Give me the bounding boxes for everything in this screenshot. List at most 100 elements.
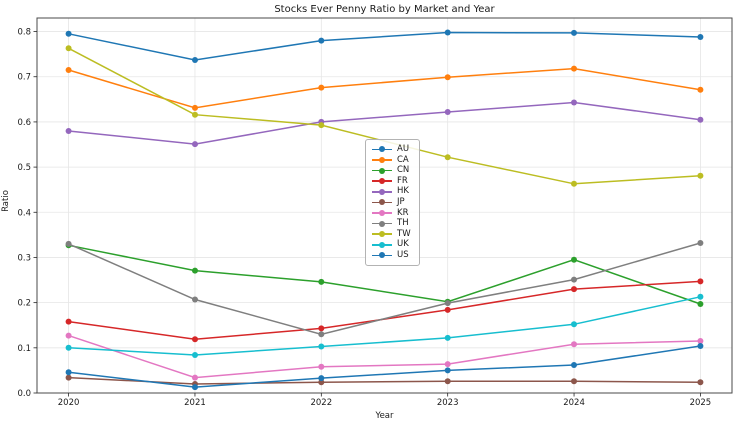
point-CA-2022	[318, 84, 325, 91]
plot-border	[36, 17, 733, 394]
y-tick-label: 0.1	[17, 344, 31, 354]
point-CA-2021	[192, 104, 198, 111]
point-CN-2022	[318, 278, 325, 285]
line-AU	[68, 31, 701, 61]
legend-label-CA: CA	[397, 154, 409, 165]
legend: AU CA CN FR HK JP KR TH TW UK US	[365, 139, 420, 266]
legend-marker-JP	[372, 197, 392, 207]
legend-label-AU: AU	[397, 144, 410, 154]
line-UK	[68, 296, 701, 356]
x-tick-label: 2022	[310, 398, 332, 408]
point-KR-2025	[697, 338, 704, 344]
legend-marker-US	[372, 250, 392, 260]
point-JP-2024	[571, 378, 577, 385]
legend-item-US: US	[372, 250, 411, 261]
x-tick-label: 2020	[58, 398, 80, 408]
legend-marker-HK	[372, 187, 392, 197]
x-tick-label: 2024	[563, 398, 585, 408]
y-tick-label: 0.6	[17, 118, 31, 128]
legend-marker-CN	[372, 165, 392, 175]
line-US	[68, 345, 701, 388]
point-TH-2024	[571, 276, 577, 283]
point-TH-2022	[318, 331, 325, 338]
point-FR-2022	[318, 325, 325, 332]
point-TW-2022	[318, 122, 325, 129]
point-TW-2024	[571, 180, 577, 187]
point-TW-2020	[65, 45, 72, 52]
legend-label-HK: HK	[397, 186, 409, 197]
legend-item-JP: JP	[372, 197, 411, 208]
line-KR	[68, 334, 701, 379]
point-TH-2021	[192, 296, 198, 303]
point-CN-2021	[192, 267, 198, 274]
legend-marker-KR	[372, 208, 392, 218]
point-TH-2025	[697, 240, 704, 246]
y-tick-label: 0.3	[17, 253, 31, 263]
legend-label-CN: CN	[397, 165, 410, 176]
legend-marker-AU	[372, 144, 392, 154]
legend-marker-TH	[372, 218, 392, 228]
legend-item-FR: FR	[372, 176, 411, 187]
line-JP	[68, 376, 701, 385]
point-KR-2022	[318, 363, 325, 370]
legend-item-CN: CN	[372, 165, 411, 176]
point-HK-2021	[192, 141, 198, 148]
point-US-2024	[571, 362, 577, 368]
legend-item-AU: AU	[372, 144, 411, 155]
point-UK-2021	[192, 352, 198, 358]
legend-item-UK: UK	[372, 239, 411, 250]
point-HK-2020	[65, 128, 72, 134]
line-CA	[68, 67, 701, 109]
legend-label-FR: FR	[397, 175, 408, 186]
y-tick-label: 0.7	[17, 73, 31, 83]
point-UK-2023	[444, 334, 451, 341]
point-HK-2024	[571, 99, 577, 106]
x-axis-label: Year	[375, 411, 394, 421]
point-AU-2022	[318, 37, 325, 44]
line-HK	[68, 101, 701, 145]
y-tick-label: 0.8	[17, 28, 31, 38]
legend-item-KR: KR	[372, 208, 411, 219]
point-JP-2025	[697, 379, 704, 386]
point-FR-2023	[444, 306, 451, 313]
point-KR-2021	[192, 374, 198, 381]
point-AU-2021	[192, 57, 198, 63]
legend-item-HK: HK	[372, 186, 411, 197]
point-JP-2022	[318, 379, 325, 386]
chart-title: Stocks Ever Penny Ratio by Market and Ye…	[274, 4, 495, 15]
legend-marker-CA	[372, 155, 392, 165]
legend-label-TH: TH	[397, 218, 409, 229]
legend-label-JP: JP	[397, 196, 405, 207]
line-TH	[68, 242, 701, 336]
legend-label-KR: KR	[397, 207, 409, 218]
y-axis-label: Ratio	[1, 190, 11, 212]
legend-item-TW: TW	[372, 229, 411, 240]
point-US-2023	[444, 367, 451, 374]
point-CA-2024	[571, 65, 577, 72]
point-CN-2025	[697, 301, 704, 307]
legend-marker-UK	[372, 240, 392, 250]
point-HK-2025	[697, 116, 704, 123]
point-US-2021	[192, 384, 198, 391]
legend-item-CA: CA	[372, 155, 411, 166]
point-FR-2024	[571, 286, 577, 293]
point-TH-2020	[65, 240, 72, 247]
point-FR-2025	[697, 278, 704, 285]
point-FR-2021	[192, 336, 198, 343]
point-JP-2020	[65, 374, 72, 381]
legend-marker-TW	[372, 229, 392, 239]
y-tick-label: 0.0	[17, 389, 31, 399]
point-FR-2020	[65, 318, 72, 325]
point-AU-2025	[697, 34, 704, 40]
x-tick-label: 2025	[690, 398, 712, 408]
point-AU-2023	[444, 29, 451, 36]
point-CN-2024	[571, 256, 577, 263]
legend-label-TW: TW	[397, 228, 411, 239]
point-JP-2023	[444, 378, 451, 385]
point-US-2025	[697, 343, 704, 349]
legend-label-US: US	[397, 249, 409, 260]
point-AU-2024	[571, 29, 577, 36]
point-UK-2020	[65, 344, 72, 351]
point-TW-2023	[444, 154, 451, 161]
